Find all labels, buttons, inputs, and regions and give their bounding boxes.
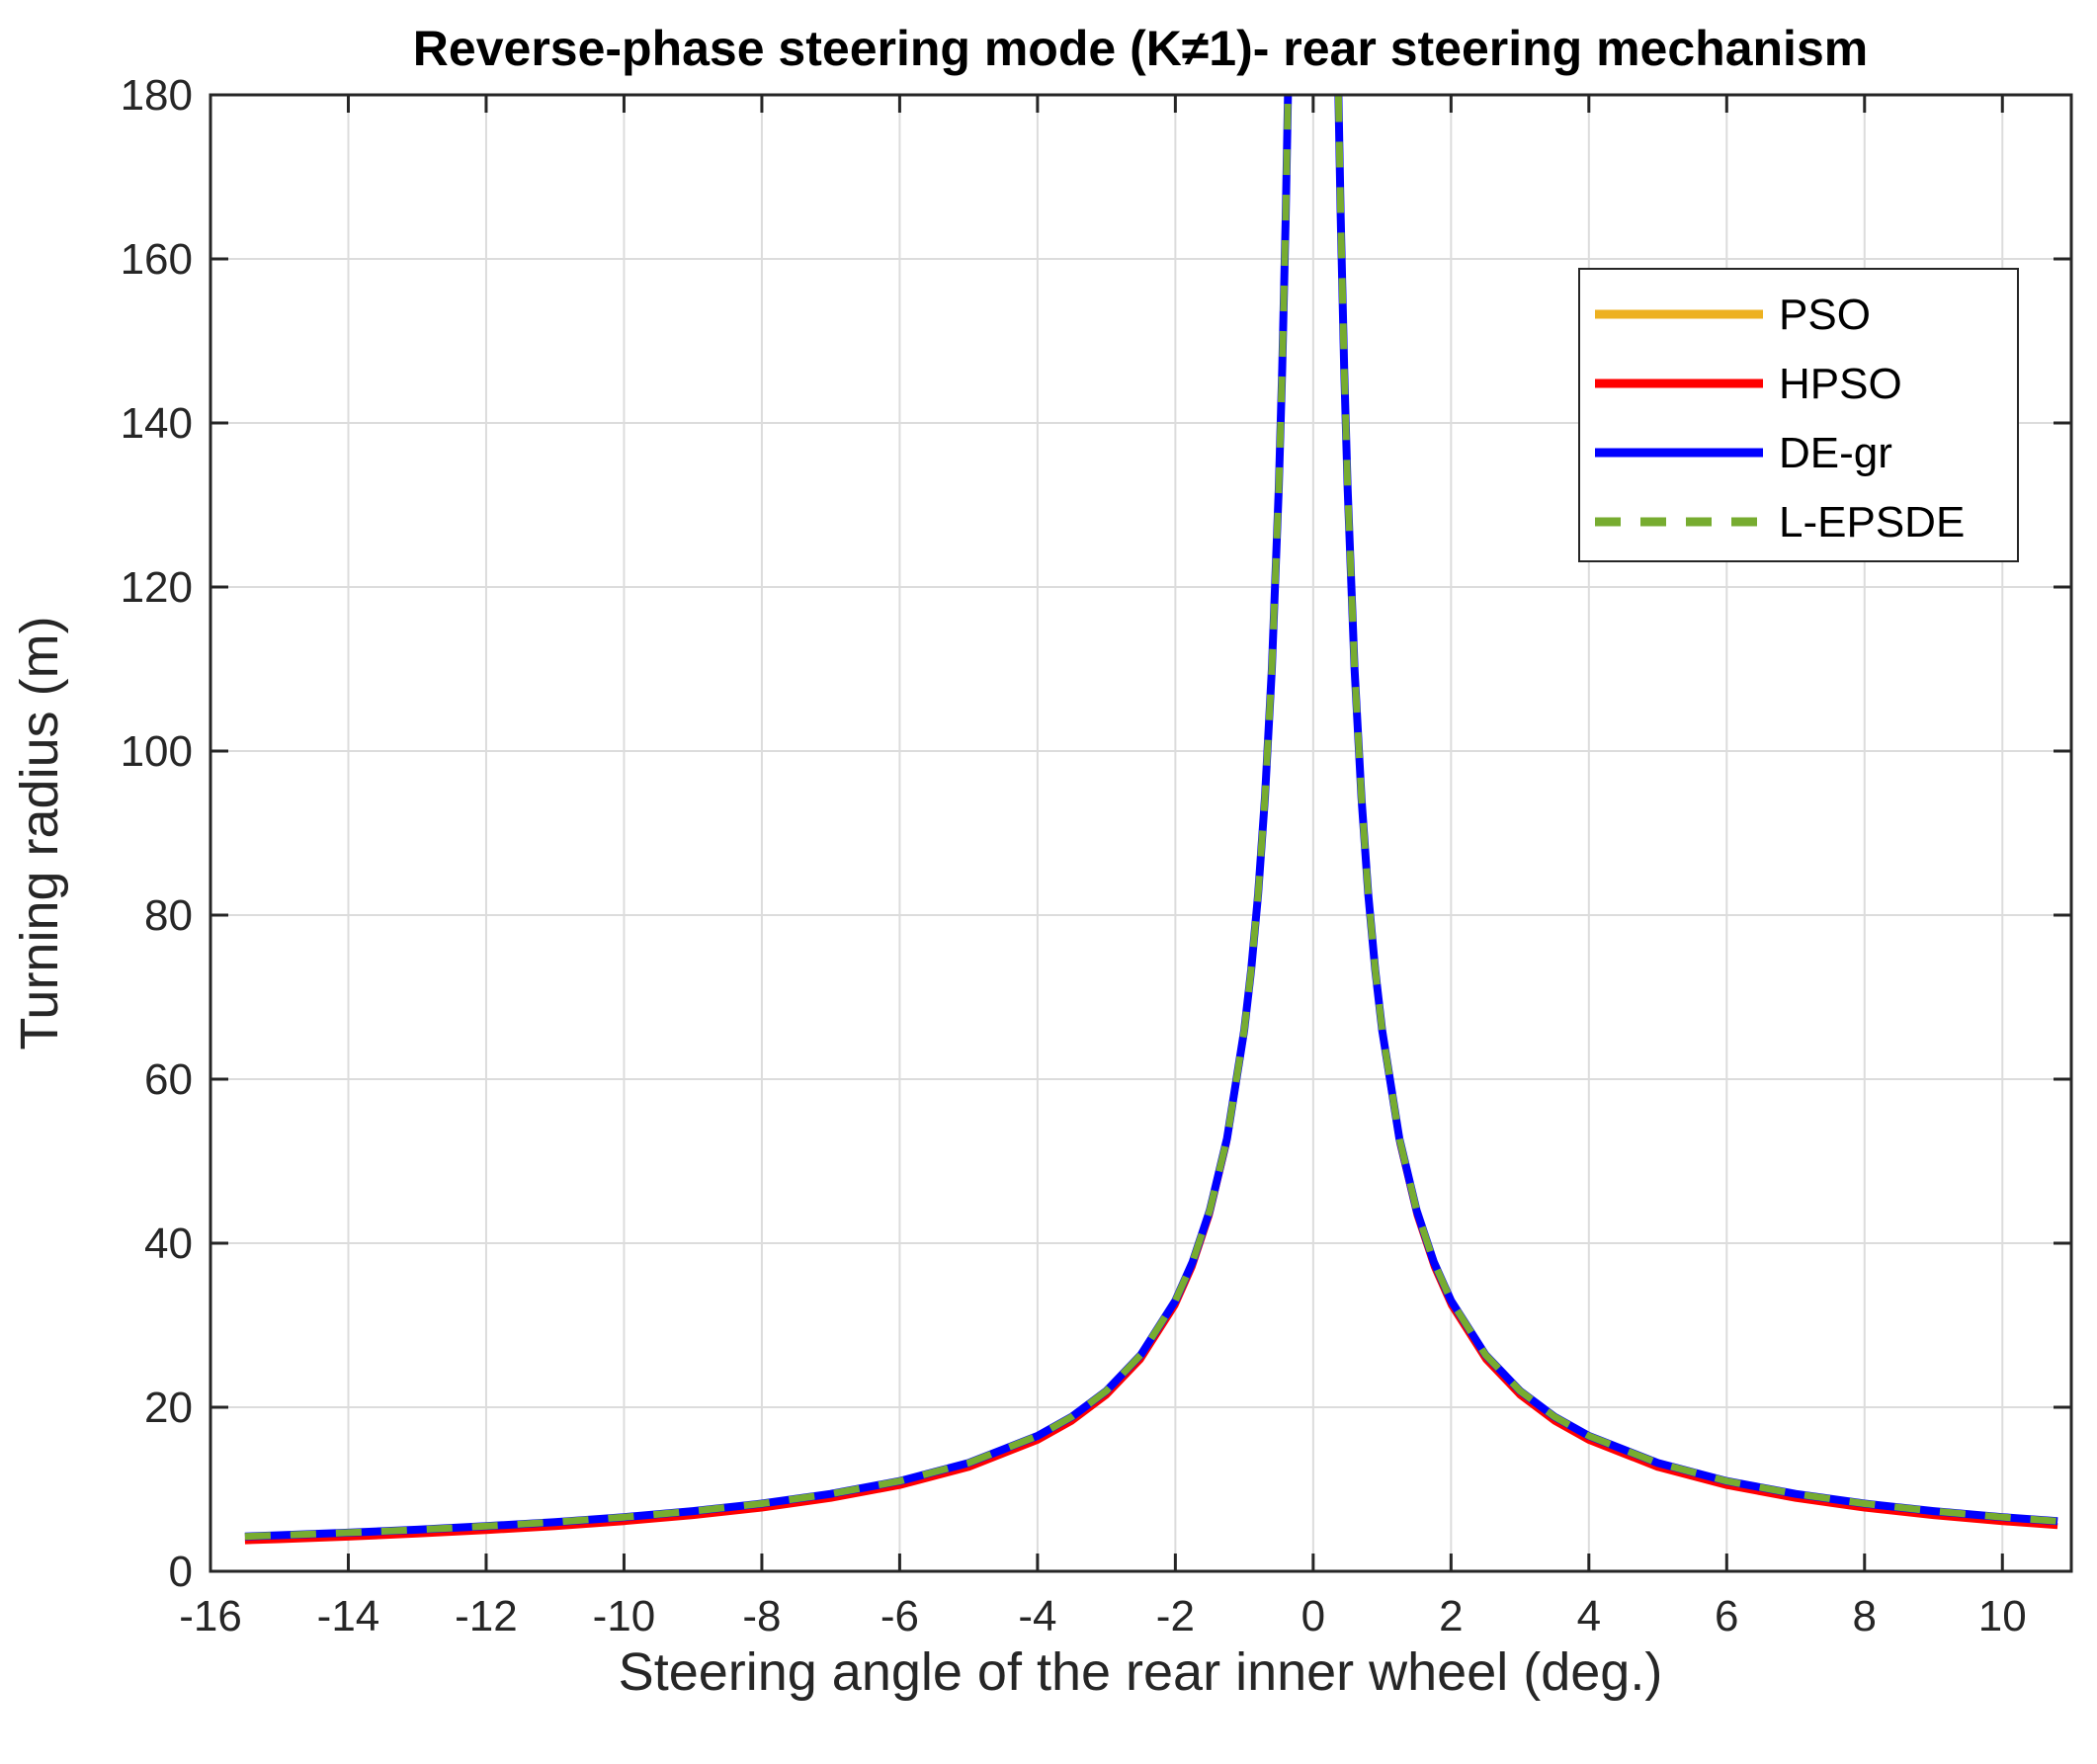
series-line-l-epsde-right bbox=[1334, 96, 2058, 1525]
x-tick-label: -10 bbox=[593, 1592, 656, 1640]
y-tick-label: 100 bbox=[121, 727, 193, 776]
x-tick-label: -12 bbox=[455, 1592, 518, 1640]
y-tick-label: 40 bbox=[144, 1219, 193, 1268]
ticks: -16 -14 -12 -10 -8 -6 -4 -2 0 2 4 6 8 100204060801001… bbox=[121, 71, 2071, 1640]
x-tick-label: 8 bbox=[1853, 1592, 1877, 1640]
legend: PSO HPSO DE-gr L-EPSDE bbox=[1578, 268, 2019, 562]
series-layer bbox=[244, 96, 2058, 1545]
x-axis-label: Steering angle of the rear inner wheel (… bbox=[619, 1642, 1663, 1702]
x-tick-label: 4 bbox=[1577, 1592, 1601, 1640]
x-tick-label: -14 bbox=[317, 1592, 380, 1640]
y-tick-label: 60 bbox=[144, 1055, 193, 1104]
x-tick-label: 2 bbox=[1439, 1592, 1463, 1640]
x-tick-label: -2 bbox=[1156, 1592, 1195, 1640]
x-tick-label: 10 bbox=[1978, 1592, 2027, 1640]
plot-frame bbox=[209, 93, 2073, 1573]
legend-label-de-gr: DE-gr bbox=[1779, 429, 1892, 477]
x-tick-label: -16 bbox=[179, 1592, 242, 1640]
x-tick-label: -6 bbox=[881, 1592, 919, 1640]
y-tick-label: 180 bbox=[121, 71, 193, 120]
legend-label-hpso: HPSO bbox=[1779, 360, 1902, 408]
legend-label-l-epsde: L-EPSDE bbox=[1779, 498, 1965, 546]
y-tick-label: 160 bbox=[121, 235, 193, 284]
series-line-l-epsde-left bbox=[244, 96, 1292, 1541]
y-tick-label: 0 bbox=[169, 1548, 193, 1596]
x-tick-label: -8 bbox=[742, 1592, 781, 1640]
y-axis-label: Turning radius (m) bbox=[10, 616, 69, 1050]
legend-label-pso: PSO bbox=[1779, 291, 1871, 339]
x-tick-label: -4 bbox=[1018, 1592, 1056, 1640]
series-l-epsde bbox=[244, 96, 2058, 1541]
y-tick-label: 120 bbox=[121, 563, 193, 612]
x-tick-label: 0 bbox=[1301, 1592, 1325, 1640]
y-tick-label: 140 bbox=[121, 399, 193, 448]
x-tick-label: 6 bbox=[1715, 1592, 1738, 1640]
chart-title: Reverse-phase steering mode (K≠1)- rear … bbox=[413, 21, 1868, 76]
y-tick-label: 80 bbox=[144, 891, 193, 940]
y-tick-label: 20 bbox=[144, 1384, 193, 1432]
